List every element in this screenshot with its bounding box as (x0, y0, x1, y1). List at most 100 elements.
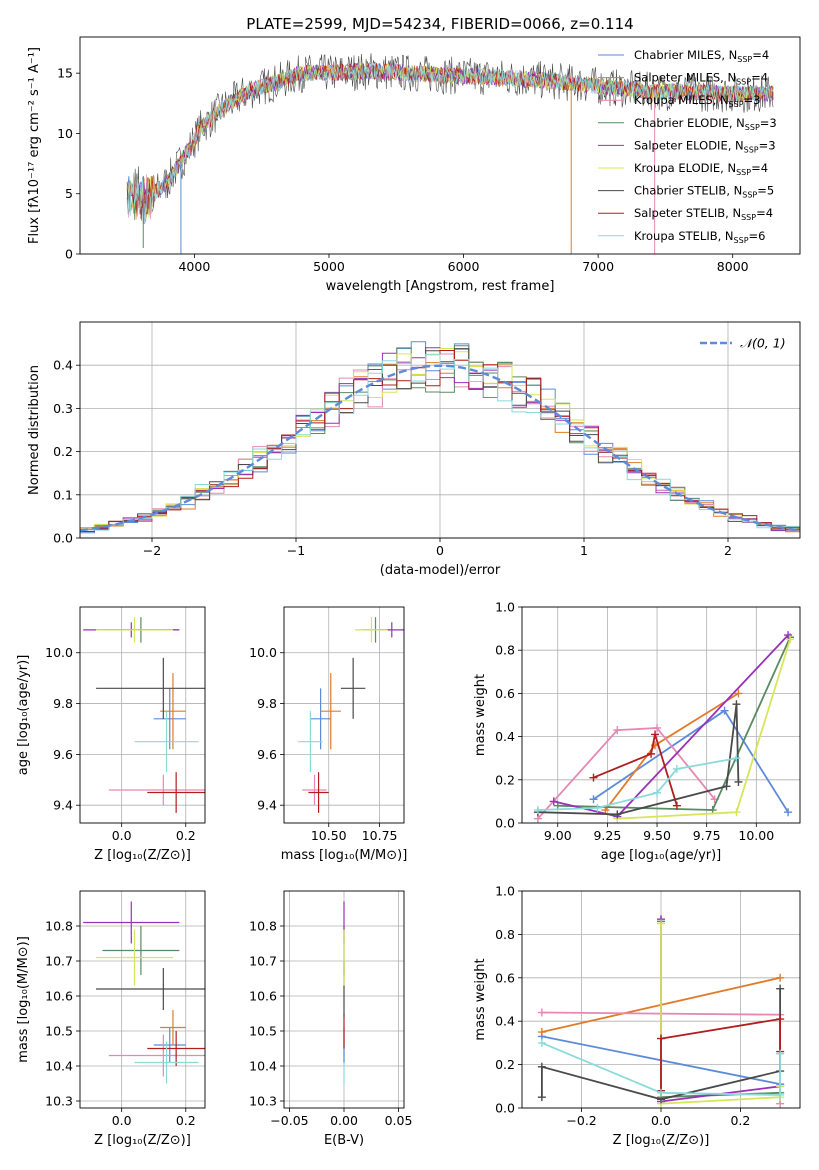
x-tick-label: 7000 (582, 259, 614, 274)
series-line-chabrier_elodie (660, 921, 781, 1099)
panel-age-vs-mass: 10.50 10.75 9.4 9.6 9.8 10.0 mass [log₁₀(M/M⊙)… (249, 606, 408, 863)
data-point-kroupa_stelib (776, 1090, 785, 1099)
data-point-chabrier_stelib (734, 777, 743, 786)
legend-label: Kroupa ELODIE, N (634, 161, 736, 175)
legend-label: Kroupa MILES, N (634, 93, 729, 107)
series-line-kroupa_stelib (541, 1042, 781, 1096)
y-tick-label: 10.6 (249, 989, 277, 1004)
data-point-kroupa_elodie (732, 808, 741, 817)
legend-suffix: =4 (751, 161, 768, 175)
x-tick-label: 0.0 (651, 1113, 671, 1128)
x-axis-label: Z [log₁₀(Z/Z⊙)] (94, 1133, 191, 1148)
data-point-chabrier_stelib (722, 782, 731, 791)
data-point-salpeter_elodie (549, 797, 558, 806)
x-tick-label: −1 (287, 543, 305, 558)
legend-entry: Salpeter MILES, NSSP=4 (634, 71, 768, 87)
legend-suffix: =6 (749, 229, 766, 243)
data-point-kroupa_stelib (653, 788, 662, 797)
y-tick-label: 9.8 (53, 696, 73, 711)
data-point-kroupa_stelib (672, 765, 681, 773)
legend-label: Salpeter ELODIE, N (634, 138, 744, 152)
x-tick-label: 9.75 (693, 828, 721, 843)
gaussian-curve (79, 364, 801, 532)
y-tick-label: 15 (57, 66, 73, 81)
legend-suffix: =3 (744, 93, 761, 107)
y-tick-label: 10.4 (45, 1059, 73, 1074)
y-tick-label: 10.0 (249, 645, 277, 660)
data-point-salpeter_stelib (672, 801, 681, 810)
legend-label: 𝒩(0, 1) (740, 336, 786, 351)
legend-subscript: SSP (734, 236, 749, 245)
legend-suffix: =5 (757, 184, 774, 198)
axes-frame (283, 606, 405, 824)
data-point-chabrier_stelib (776, 984, 785, 993)
legend-subscript: SSP (741, 213, 756, 222)
data-point-salpeter_stelib (776, 1015, 785, 1024)
panel-age-vs-Z: 0.0 0.2 9.4 9.6 9.8 10.0 Z [log₁₀(Z/Z⊙)] age [l… (16, 606, 206, 863)
y-axis-label: Flux [fλ10⁻¹⁷ erg cm⁻² s⁻¹ A⁻¹] (27, 47, 42, 244)
spectrum-line-kroupa_stelib (126, 62, 774, 218)
axes-frame (79, 321, 801, 539)
x-tick-label: 9.25 (593, 828, 621, 843)
legend-entry: Chabrier MILES, NSSP=4 (634, 48, 769, 64)
data-point-salpeter_stelib (589, 773, 598, 782)
axes-frame (79, 890, 206, 1109)
data-point-kroupa_stelib (593, 803, 602, 812)
x-tick-label: 6000 (448, 259, 480, 274)
y-tick-label: 0.2 (495, 772, 515, 787)
data-point-chabrier_miles (784, 808, 793, 817)
y-tick-label: 0.0 (53, 531, 73, 546)
x-axis-label: age [log₁₀(age/yr)] (601, 848, 722, 863)
x-tick-label: 5000 (313, 259, 345, 274)
data-point-salpeter_stelib (647, 749, 656, 758)
y-tick-label: 10.3 (45, 1094, 73, 1109)
data-point-chabrier_miles (589, 795, 598, 804)
y-tick-label: 0.8 (495, 643, 515, 658)
x-tick-label: 0.05 (385, 1113, 413, 1128)
y-tick-label: 10.5 (249, 1024, 277, 1039)
legend-subscript: SSP (744, 145, 759, 154)
legend-subscript: SSP (745, 123, 760, 132)
x-tick-label: 0.00 (330, 1113, 358, 1128)
legend-entry: Salpeter STELIB, NSSP=4 (634, 206, 773, 222)
data-point-salpeter_miles (776, 973, 785, 982)
panel-spectrum: 4000 5000 6000 7000 8000 0 5 10 15 wavelength [An… (27, 15, 801, 294)
data-point-kroupa_stelib (533, 806, 542, 815)
axes-frame (79, 36, 801, 255)
x-axis-label: Z [log₁₀(Z/Z⊙)] (94, 848, 191, 863)
legend-subscript: SSP (729, 100, 744, 109)
series-line-salpeter_elodie (660, 919, 781, 1103)
data-point-kroupa_elodie (657, 919, 665, 928)
x-axis-label: Z [log₁₀(Z/Z⊙)] (613, 1133, 710, 1148)
legend-suffix: =3 (759, 138, 776, 152)
data-point-chabrier_stelib (537, 1062, 546, 1071)
axes-frame (521, 606, 801, 824)
legend-suffix: =4 (751, 71, 768, 85)
chart-title: PLATE=2599, MJD=54234, FIBERID=0066, z=0… (246, 15, 633, 33)
y-tick-label: 1.0 (495, 600, 515, 615)
series-line-chabrier_miles (592, 709, 789, 813)
data-point-chabrier_miles (720, 706, 729, 715)
y-axis-label: mass [log₁₀(M/M⊙)] (16, 936, 31, 1063)
x-axis-label: wavelength [Angstrom, rest frame] (326, 279, 555, 294)
panel-mass-vs-Z: 0.0 0.2 10.3 10.4 10.5 10.6 10.7 10.8 Z [log₁₀(Z… (16, 890, 206, 1148)
data-point-salpeter_elodie (784, 631, 793, 640)
x-tick-label: 9.00 (544, 828, 572, 843)
legend-suffix: =4 (756, 206, 773, 220)
x-tick-label: 9.50 (643, 828, 671, 843)
x-tick-label: 8000 (717, 259, 749, 274)
y-tick-label: 0.6 (495, 970, 515, 985)
series-line-chabrier_elodie (557, 636, 791, 811)
axes-frame (283, 890, 405, 1109)
panel-mass-vs-ebv: −0.05 0.00 0.05 10.3 10.4 10.5 10.6 10.7 10.8 E(B… (249, 890, 413, 1148)
data-point-kroupa_stelib (657, 1088, 665, 1097)
data-point-salpeter_stelib (657, 1034, 665, 1043)
y-tick-label: 10.7 (249, 954, 277, 969)
legend-label: Kroupa STELIB, N (634, 229, 734, 243)
x-axis-label: mass [log₁₀(M/M⊙)] (281, 848, 408, 863)
legend-label: Chabrier MILES, N (634, 48, 737, 62)
y-tick-label: 10.4 (249, 1059, 277, 1074)
y-tick-label: 0.6 (495, 686, 515, 701)
data-point-chabrier_stelib (537, 1093, 546, 1102)
